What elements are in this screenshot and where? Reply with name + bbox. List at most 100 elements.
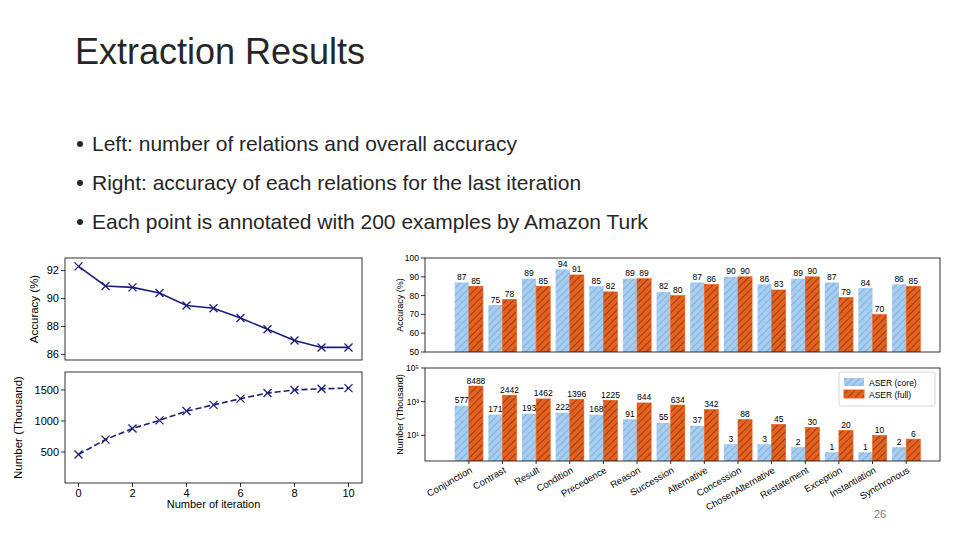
data-label: 844 xyxy=(637,392,651,402)
marker xyxy=(264,389,272,397)
x-tick xyxy=(838,461,839,464)
data-label: 6 xyxy=(911,429,916,439)
data-label: 89 xyxy=(793,268,803,278)
data-label: 90 xyxy=(726,266,736,276)
marker xyxy=(75,262,83,270)
y-tick-label: 50 xyxy=(410,347,420,357)
y-tick xyxy=(421,314,425,315)
bar xyxy=(757,284,771,352)
plot-area xyxy=(75,384,353,458)
y-tick xyxy=(61,389,65,390)
bar xyxy=(502,299,516,352)
slide: Extraction ResultsLeft: number of relati… xyxy=(0,0,960,540)
bar xyxy=(657,292,671,352)
data-label: 2 xyxy=(897,437,902,447)
data-label: 91 xyxy=(572,264,582,274)
bar xyxy=(469,286,483,352)
bar xyxy=(589,415,603,461)
bar xyxy=(502,395,516,461)
data-label: 85 xyxy=(538,276,548,286)
data-label: 94 xyxy=(558,259,568,269)
x-tick xyxy=(637,461,638,464)
x-tick xyxy=(704,461,705,464)
bar xyxy=(839,297,853,352)
plot-area xyxy=(75,262,353,351)
y-axis-label: Accuracy (%) xyxy=(28,275,40,344)
data-label: 86 xyxy=(894,274,904,284)
bar xyxy=(805,427,819,461)
x-axis-label: Number of iteration xyxy=(167,498,261,510)
legend-swatch xyxy=(844,390,864,398)
data-label: 1462 xyxy=(534,388,553,398)
bar xyxy=(724,444,738,461)
y-tick-label: 80 xyxy=(410,291,420,301)
x-tick xyxy=(569,461,570,464)
data-label: 342 xyxy=(704,399,718,409)
data-label: 86 xyxy=(760,274,770,284)
y-tick xyxy=(421,352,425,353)
x-tick xyxy=(536,461,537,464)
x-tick-label: Restatement xyxy=(758,464,810,501)
bar xyxy=(536,286,550,352)
bar xyxy=(772,290,786,352)
slide-title: Extraction Results xyxy=(75,31,365,72)
bar xyxy=(603,400,617,461)
marker xyxy=(156,416,164,424)
bullet-text: Each point is annotated with 200 example… xyxy=(92,210,648,233)
bar xyxy=(873,435,887,461)
y-axis-label: Accuracy (%) xyxy=(395,278,405,332)
bar xyxy=(637,279,651,352)
marker xyxy=(237,314,245,322)
data-label: 3 xyxy=(729,434,734,444)
x-tick-label: Synchronous xyxy=(858,464,912,501)
data-label: 8488 xyxy=(466,376,485,386)
y-tick xyxy=(421,333,425,334)
plot-background xyxy=(425,368,940,461)
chart: 10¹10³10⁵Number (Thousand)57717119322216… xyxy=(395,363,940,513)
bar xyxy=(469,386,483,461)
y-tick xyxy=(421,295,425,296)
data-label: 84 xyxy=(861,278,871,288)
data-label: 79 xyxy=(841,287,851,297)
data-label: 82 xyxy=(606,281,616,291)
y-tick-label: 500 xyxy=(41,446,59,458)
plot-frame xyxy=(65,258,362,360)
bar xyxy=(772,424,786,461)
plot-area xyxy=(455,269,921,352)
bar xyxy=(522,279,536,352)
data-label: 78 xyxy=(505,289,515,299)
y-tick-label: 60 xyxy=(410,328,420,338)
x-tick-label: Precedence xyxy=(559,464,608,499)
x-tick xyxy=(872,461,873,464)
y-tick-label: 70 xyxy=(410,309,420,319)
x-tick xyxy=(670,461,671,464)
x-tick xyxy=(805,461,806,464)
data-label: 90 xyxy=(740,266,750,276)
marker xyxy=(210,304,218,312)
x-tick xyxy=(502,461,503,464)
marker xyxy=(345,384,353,392)
x-tick-label: 10 xyxy=(342,487,354,499)
data-label: 70 xyxy=(875,304,885,314)
data-label: 634 xyxy=(671,395,685,405)
bar xyxy=(671,296,685,352)
data-label: 91 xyxy=(625,409,635,419)
data-label: 1 xyxy=(863,442,868,452)
bar xyxy=(522,414,536,461)
bar xyxy=(556,269,570,352)
y-tick xyxy=(61,420,65,421)
y-tick xyxy=(421,368,425,369)
data-label: 37 xyxy=(693,415,703,425)
bar xyxy=(873,314,887,352)
bar xyxy=(570,275,584,352)
bullet-text: Right: accuracy of each relations for th… xyxy=(92,171,581,194)
plot-background xyxy=(65,258,362,360)
data-label: 80 xyxy=(673,285,683,295)
bar xyxy=(839,430,853,461)
marker xyxy=(183,407,191,415)
bar xyxy=(589,286,603,352)
data-label: 89 xyxy=(524,268,534,278)
y-tick-label: 1500 xyxy=(35,384,59,396)
y-tick xyxy=(421,258,425,259)
x-tick-label: 2 xyxy=(129,487,135,499)
